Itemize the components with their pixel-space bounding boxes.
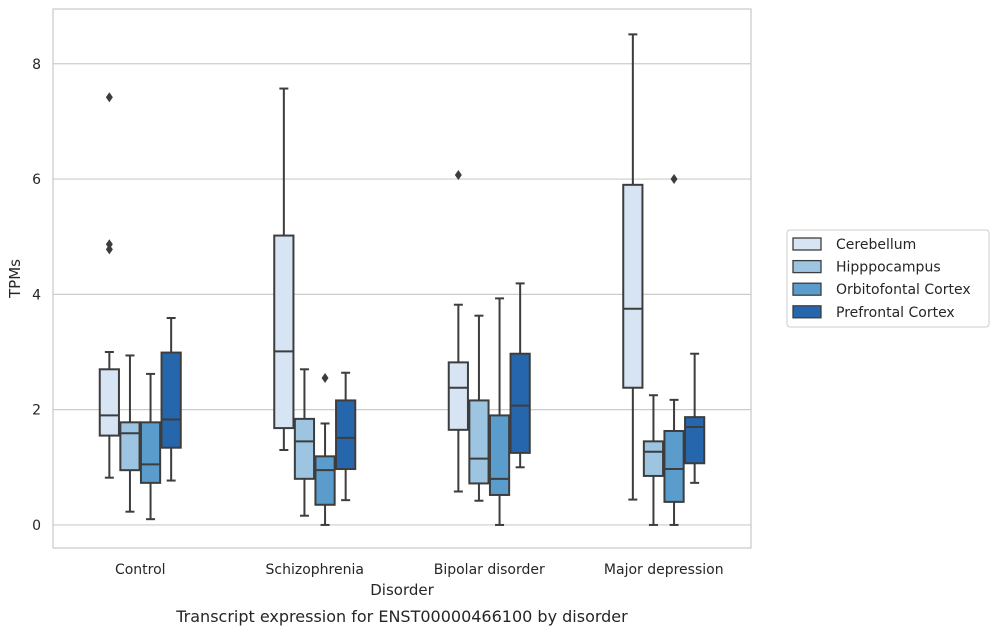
x-axis-title: Disorder <box>370 581 434 599</box>
box-iqr <box>314 455 336 506</box>
box-iqr <box>663 429 685 503</box>
box-iqr <box>335 399 357 471</box>
x-tick-label: Control <box>115 562 166 578</box>
y-tick-label: 4 <box>32 287 41 303</box>
box-iqr <box>684 416 706 465</box>
box-hipppocampus-3 <box>642 394 665 526</box>
chart-caption: Transcript expression for ENST0000046610… <box>175 607 628 626</box>
outlier-point <box>670 174 678 185</box>
x-tick-label: Bipolar disorder <box>434 562 545 578</box>
legend: Cerebellum Hipppocampus Orbitofontal Corte… <box>786 229 990 328</box>
box-prefrontal-cortex-2 <box>509 282 531 469</box>
box-orbitofontal-cortex-1 <box>314 372 336 526</box>
box-iqr <box>273 234 295 430</box>
box-iqr <box>447 361 469 431</box>
y-axis-title: TPMs <box>6 259 24 299</box>
x-tick-label: Schizophrenia <box>266 562 364 578</box>
x-axis-ticks: Control Schizophrenia Bipolar disorder Majo… <box>115 562 724 578</box>
legend-label: Cerebellum <box>836 237 916 253</box>
y-tick-label: 2 <box>32 403 41 419</box>
box-cerebellum-2 <box>447 170 469 493</box>
box-cerebellum-0 <box>98 92 120 479</box>
outlier-point <box>105 92 113 103</box>
box-prefrontal-cortex-1 <box>335 371 357 502</box>
plot-frame <box>52 8 752 549</box>
box-hipppocampus-1 <box>293 368 316 517</box>
legend-swatch <box>792 237 822 251</box>
box-iqr <box>622 183 644 389</box>
box-orbitofontal-cortex-2 <box>488 297 511 526</box>
box-iqr <box>509 352 531 454</box>
outlier-point <box>105 239 113 250</box>
box-orbitofontal-cortex-0 <box>139 372 162 521</box>
legend-swatch <box>792 282 822 296</box>
box-iqr <box>642 440 665 477</box>
box-iqr <box>468 399 490 485</box>
box-iqr <box>139 421 162 484</box>
y-tick-label: 0 <box>32 518 41 534</box>
outlier-point <box>454 170 462 181</box>
box-cerebellum-3 <box>622 33 644 501</box>
legend-frame <box>786 229 990 328</box>
legend-label: Orbitofontal Cortex <box>836 282 971 298</box>
box-cerebellum-1 <box>273 87 295 451</box>
legend-swatch <box>792 259 822 274</box>
box-iqr <box>488 414 511 496</box>
box-iqr <box>98 368 120 437</box>
box-orbitofontal-cortex-3 <box>663 174 685 526</box>
legend-swatch <box>792 305 822 319</box>
box-hipppocampus-2 <box>468 314 490 502</box>
box-iqr <box>160 351 182 449</box>
box-prefrontal-cortex-3 <box>684 352 706 484</box>
x-tick-label: Major depression <box>604 562 724 578</box>
y-axis-ticks: 0 2 4 6 8 <box>32 57 41 534</box>
y-tick-label: 8 <box>32 57 41 73</box>
outlier-point <box>321 372 329 383</box>
legend-label: Prefrontal Cortex <box>836 305 955 321</box>
box-hipppocampus-0 <box>119 354 141 513</box>
box-prefrontal-cortex-0 <box>160 316 182 482</box>
box-iqr <box>293 417 316 480</box>
box-plot-area <box>98 33 706 526</box>
outlier-point <box>105 244 113 255</box>
legend-label: Hipppocampus <box>836 260 941 276</box>
y-tick-label: 6 <box>32 172 41 188</box>
box-iqr <box>119 421 141 472</box>
